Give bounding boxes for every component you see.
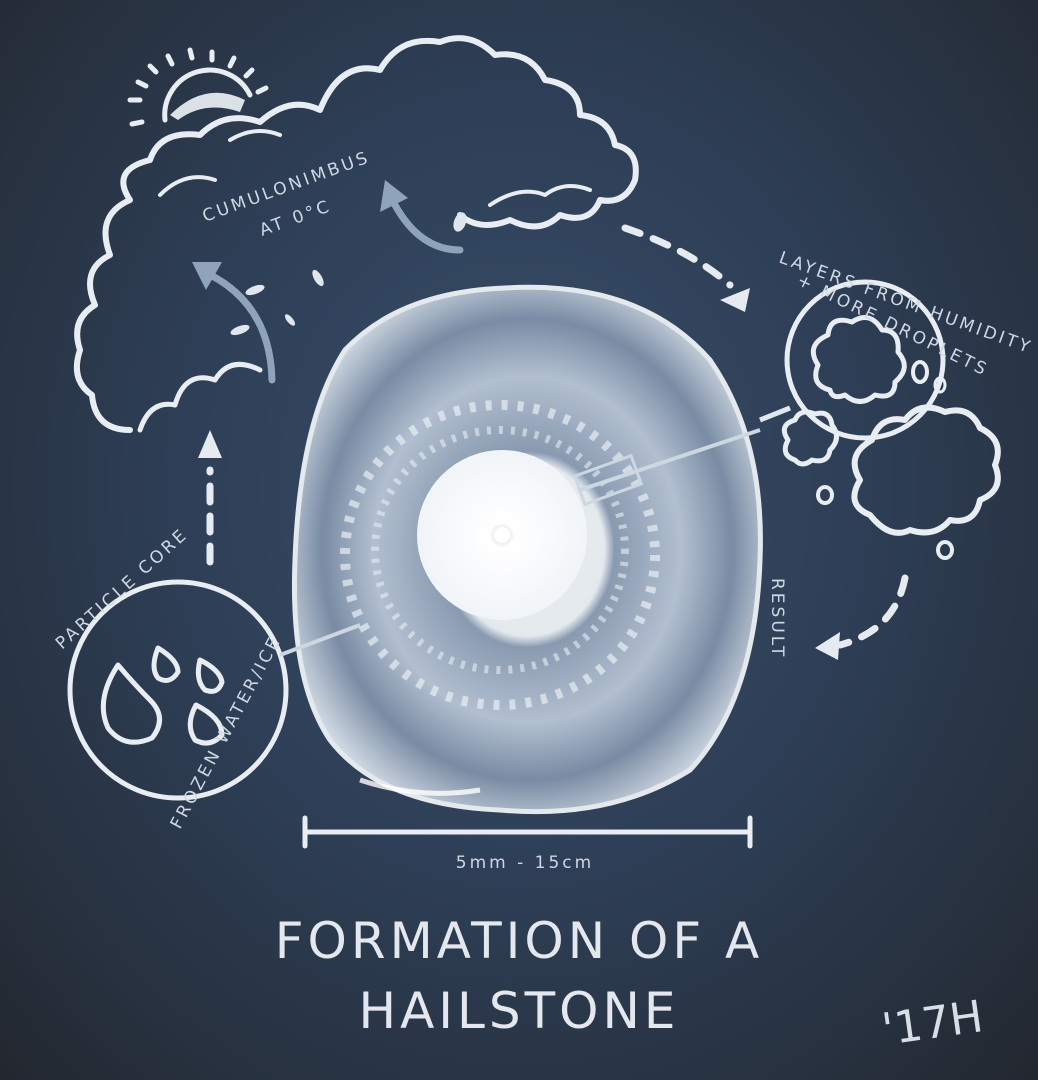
result-label: RESULT <box>767 578 787 659</box>
dashed-arrow-core-to-cloud <box>198 430 222 566</box>
core-label-line1: PARTICLE CORE <box>52 524 193 653</box>
updraft-arrow-icon <box>192 180 464 384</box>
droplet-icon <box>100 645 225 746</box>
cloud-icon <box>74 35 639 433</box>
dashed-arrow-layers-to-result <box>815 574 909 660</box>
dashed-arrow-cloud-to-layers <box>621 224 750 312</box>
scale-label: 5mm - 15cm <box>456 853 594 873</box>
title-line-1: FORMATION OF A <box>274 912 764 970</box>
core-bubble <box>67 579 361 801</box>
title-line-2: HAILSTONE <box>358 982 680 1040</box>
scale-bar <box>302 815 753 849</box>
hailstone-icon <box>291 284 763 815</box>
layers-bubble <box>784 279 947 441</box>
droplet-clouds <box>781 404 1001 560</box>
sun-icon <box>127 47 269 127</box>
core-label-line2: FROZEN WATER/ICE <box>167 632 286 832</box>
